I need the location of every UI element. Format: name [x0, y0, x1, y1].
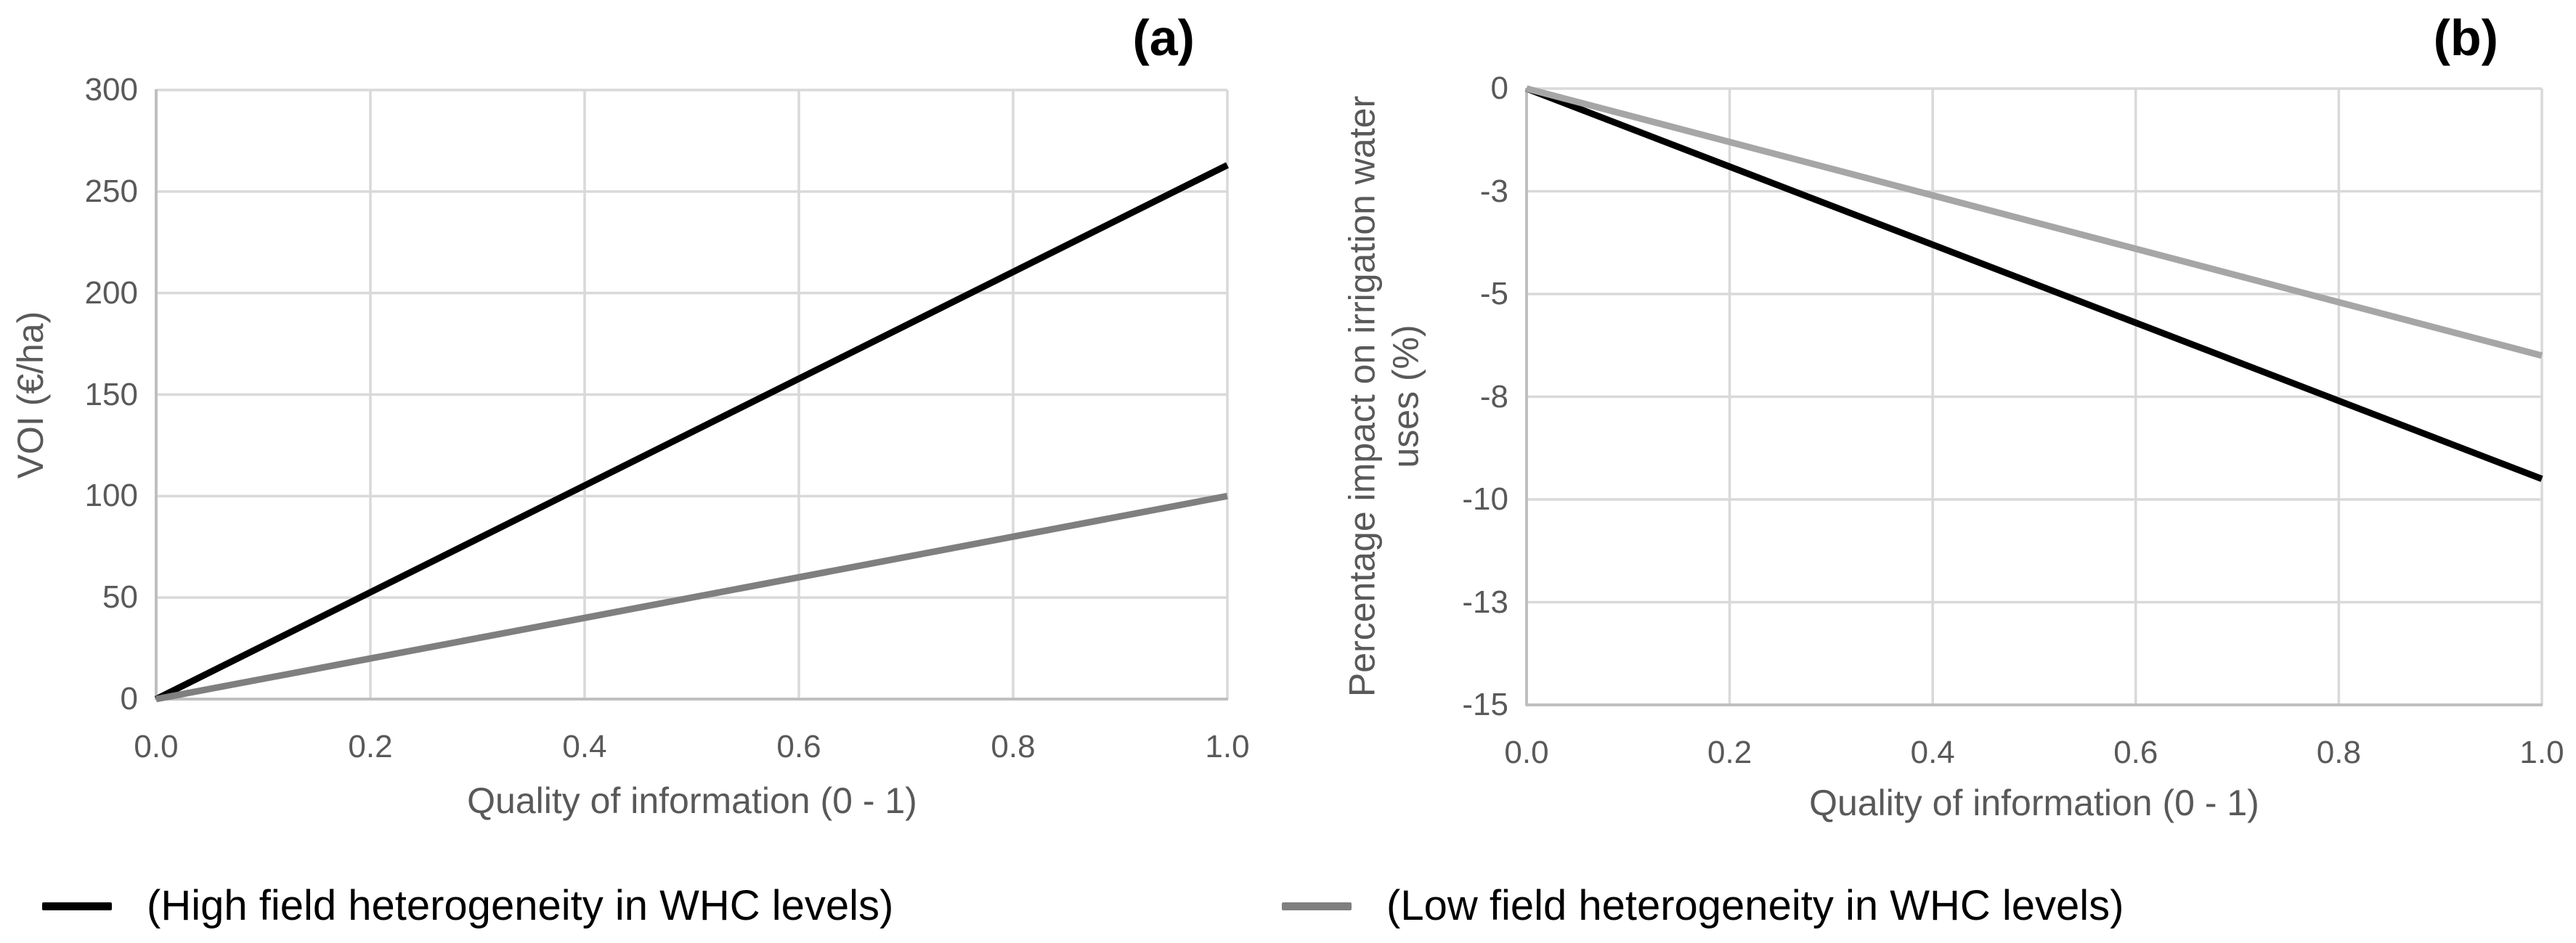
panel-b-x-axis-title: Quality of information (0 - 1) — [1809, 783, 2259, 823]
y-tick-label: -8 — [1479, 378, 1508, 415]
x-tick-label: 0.0 — [134, 729, 179, 764]
y-tick-label: 300 — [84, 72, 138, 107]
y-tick-label: 50 — [102, 579, 138, 616]
y-tick-label: 200 — [84, 274, 138, 311]
series-line-high — [1525, 85, 2543, 482]
y-tick-label: 0 — [120, 681, 138, 717]
legend-label-low: (Low field heterogeneity in WHC levels) — [1386, 882, 2124, 929]
y-tick-label: 250 — [84, 173, 138, 209]
series-line-high — [154, 162, 1230, 703]
figure-legend: (High field heterogeneity in WHC levels)… — [0, 870, 2576, 942]
series-line-low — [1525, 85, 2543, 359]
y-tick-label: -10 — [1462, 481, 1508, 517]
legend-dash-low-icon — [1282, 902, 1352, 910]
x-tick-label: 1.0 — [2519, 735, 2564, 770]
y-tick-label: 100 — [84, 478, 138, 514]
x-tick-label: 0.6 — [776, 729, 821, 764]
x-tick-label: 0.4 — [562, 729, 607, 764]
x-tick-label: 0.0 — [1504, 735, 1549, 770]
legend-label-high: (High field heterogeneity in WHC levels) — [147, 882, 894, 929]
panel-a-x-axis-title: Quality of information (0 - 1) — [467, 780, 917, 821]
x-tick-label: 0.8 — [991, 729, 1036, 764]
y-tick-label: -15 — [1462, 687, 1508, 722]
x-tick-label: 1.0 — [1205, 729, 1250, 764]
y-tick-label: 150 — [84, 376, 138, 412]
y-tick-label: -5 — [1479, 276, 1508, 311]
legend-dash-high-icon — [42, 902, 112, 910]
y-tick-label: -3 — [1479, 173, 1508, 209]
series-line-low — [155, 492, 1228, 703]
legend-item-high: (High field heterogeneity in WHC levels) — [42, 870, 1131, 942]
x-tick-label: 0.2 — [1707, 735, 1752, 770]
legend-item-low: (Low field heterogeneity in WHC levels) — [1282, 870, 2371, 942]
x-tick-label: 0.6 — [2113, 735, 2158, 770]
x-tick-label: 0.2 — [348, 729, 393, 764]
panel-b-tag: (b) — [2433, 9, 2498, 66]
y-tick-label: -13 — [1462, 584, 1508, 620]
panel-a-tag: (a) — [1132, 9, 1195, 66]
panel-b-y-axis-title-line1: Percentage impact on irrigation water — [1341, 95, 1383, 698]
x-tick-label: 0.4 — [1910, 735, 1955, 770]
y-tick-label: 0 — [1490, 70, 1508, 106]
x-tick-label: 0.8 — [2316, 735, 2361, 770]
